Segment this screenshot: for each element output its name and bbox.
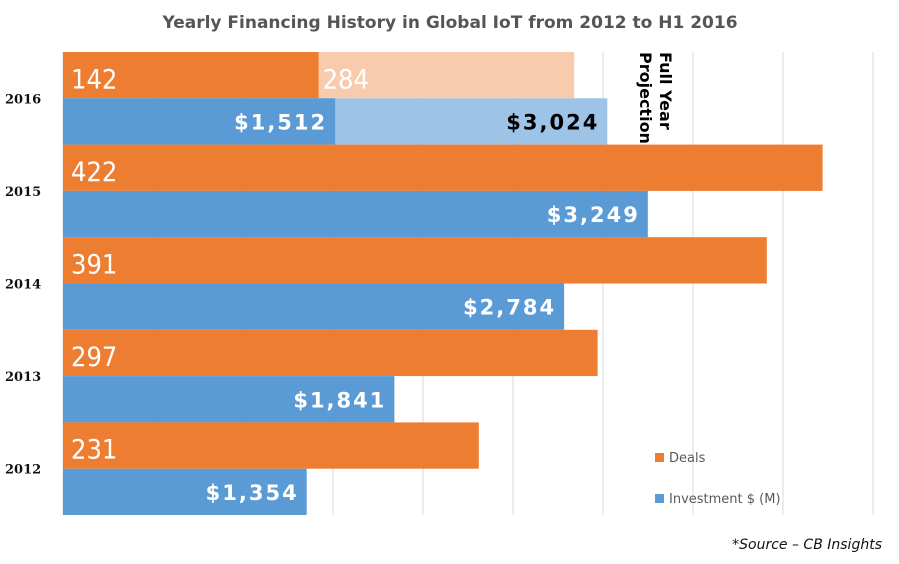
bar-investment — [63, 468, 307, 515]
chart-title: Yearly Financing History in Global IoT f… — [161, 13, 737, 33]
bar-investment — [63, 98, 336, 145]
category-label: 2015 — [5, 185, 41, 200]
category-label: 2012 — [5, 463, 41, 478]
projection-label-line2: Projection — [636, 52, 655, 144]
projection-label-line1: Full Year — [656, 52, 675, 130]
data-label-deals-projection: 284 — [323, 64, 369, 95]
bar-deals — [63, 144, 823, 191]
labels: 2016 142 $1,512 284 $3,024 2015 422 $3,249 2014 3… — [5, 64, 640, 505]
source-note: *Source – CB Insights — [732, 537, 882, 553]
data-label-investment: $3,249 — [547, 203, 640, 227]
bar-investment — [63, 190, 648, 238]
legend-swatch-deals — [655, 453, 664, 462]
data-label-investment: $1,354 — [206, 481, 299, 505]
data-label-deals: 422 — [71, 157, 117, 188]
data-label-deals: 391 — [71, 250, 117, 281]
bar-investment — [63, 283, 565, 330]
data-label-deals: 297 — [71, 342, 117, 373]
data-label-investment: $1,512 — [234, 110, 327, 134]
data-label-investment: $2,784 — [463, 296, 556, 320]
category-label: 2013 — [5, 370, 41, 385]
data-label-deals: 231 — [71, 435, 117, 466]
bar-deals — [63, 422, 479, 469]
bar-deals — [63, 329, 598, 377]
data-label-investment: $1,841 — [293, 388, 386, 412]
bars — [63, 52, 823, 515]
data-label-deals: 142 — [71, 64, 117, 95]
category-label: 2016 — [5, 92, 41, 107]
legend-deals: Deals — [669, 451, 706, 466]
data-label-investment-projection: $3,024 — [506, 110, 599, 134]
bar-deals — [63, 52, 319, 99]
legend-swatch-investment — [655, 494, 664, 503]
legend-investment: Investment $ (M) — [669, 492, 781, 507]
bar-deals — [63, 237, 767, 284]
category-label: 2014 — [5, 278, 41, 293]
bar-investment — [63, 376, 395, 423]
